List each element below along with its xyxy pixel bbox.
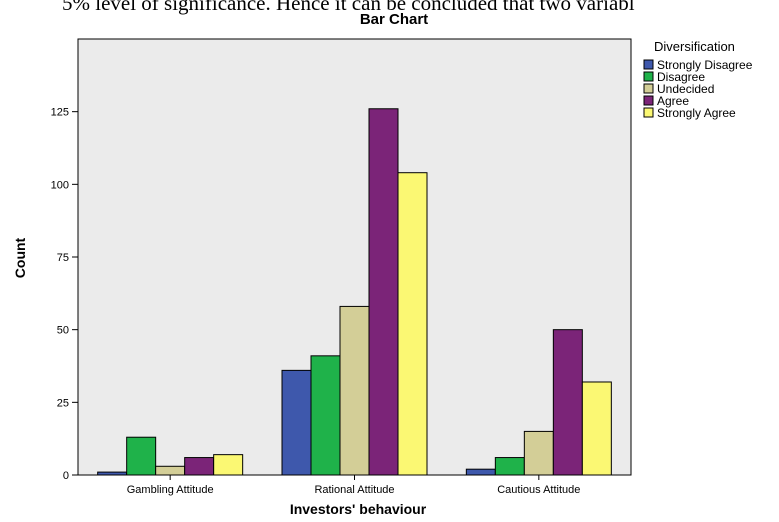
bar: [155, 465, 186, 476]
bar: [184, 457, 215, 476]
cropped-header-text: 5% level of significance. Hence it can b…: [62, 0, 635, 15]
bar: [310, 355, 341, 476]
bar: [213, 454, 244, 476]
legend-label: Agree: [657, 94, 689, 108]
x-tick-label: Rational Attitude: [314, 484, 394, 496]
x-tick-label: Cautious Attitude: [497, 484, 580, 496]
y-tick-label: 25: [57, 397, 69, 409]
legend-title: Diversification: [654, 39, 735, 54]
legend-swatch: [643, 95, 654, 106]
y-tick-label: 125: [51, 107, 69, 119]
legend-swatch: [643, 59, 654, 70]
x-tick-label: Gambling Attitude: [127, 484, 214, 496]
bar: [368, 108, 399, 476]
x-axis: Gambling Attitude Rational Attitude Cautio…: [127, 475, 580, 496]
y-axis: 0 25 50 75 100 125: [51, 107, 78, 482]
y-tick-label: 0: [63, 470, 69, 482]
legend-label: Disagree: [657, 70, 705, 84]
bar: [465, 468, 496, 476]
bar: [523, 430, 554, 476]
bar: [494, 457, 525, 476]
x-axis-title: Investors' behaviour: [290, 501, 427, 517]
bar: [397, 172, 428, 476]
bars-group: [97, 108, 612, 476]
y-tick-label: 100: [51, 179, 69, 191]
bar: [339, 305, 370, 476]
legend: Diversification Strongly DisagreeDisagre…: [643, 39, 753, 120]
y-axis-title: Count: [12, 237, 28, 278]
legend-swatch: [643, 71, 654, 82]
legend-label: Undecided: [657, 82, 714, 96]
legend-swatch: [643, 83, 654, 94]
bar: [281, 369, 312, 476]
legend-label: Strongly Disagree: [657, 58, 753, 72]
bar: [126, 436, 157, 476]
bar: [581, 381, 612, 476]
chart-title: Bar Chart: [360, 11, 428, 28]
bar: [552, 329, 583, 476]
y-tick-label: 75: [57, 252, 69, 264]
legend-label: Strongly Agree: [657, 106, 736, 120]
y-tick-label: 50: [57, 325, 69, 337]
legend-swatch: [643, 107, 654, 118]
bar: [97, 471, 128, 476]
